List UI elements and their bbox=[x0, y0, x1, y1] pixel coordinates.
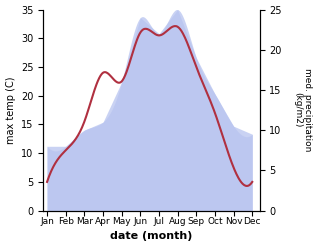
Y-axis label: max temp (C): max temp (C) bbox=[5, 76, 16, 144]
X-axis label: date (month): date (month) bbox=[110, 231, 193, 242]
Y-axis label: med. precipitation
(kg/m2): med. precipitation (kg/m2) bbox=[293, 68, 313, 152]
